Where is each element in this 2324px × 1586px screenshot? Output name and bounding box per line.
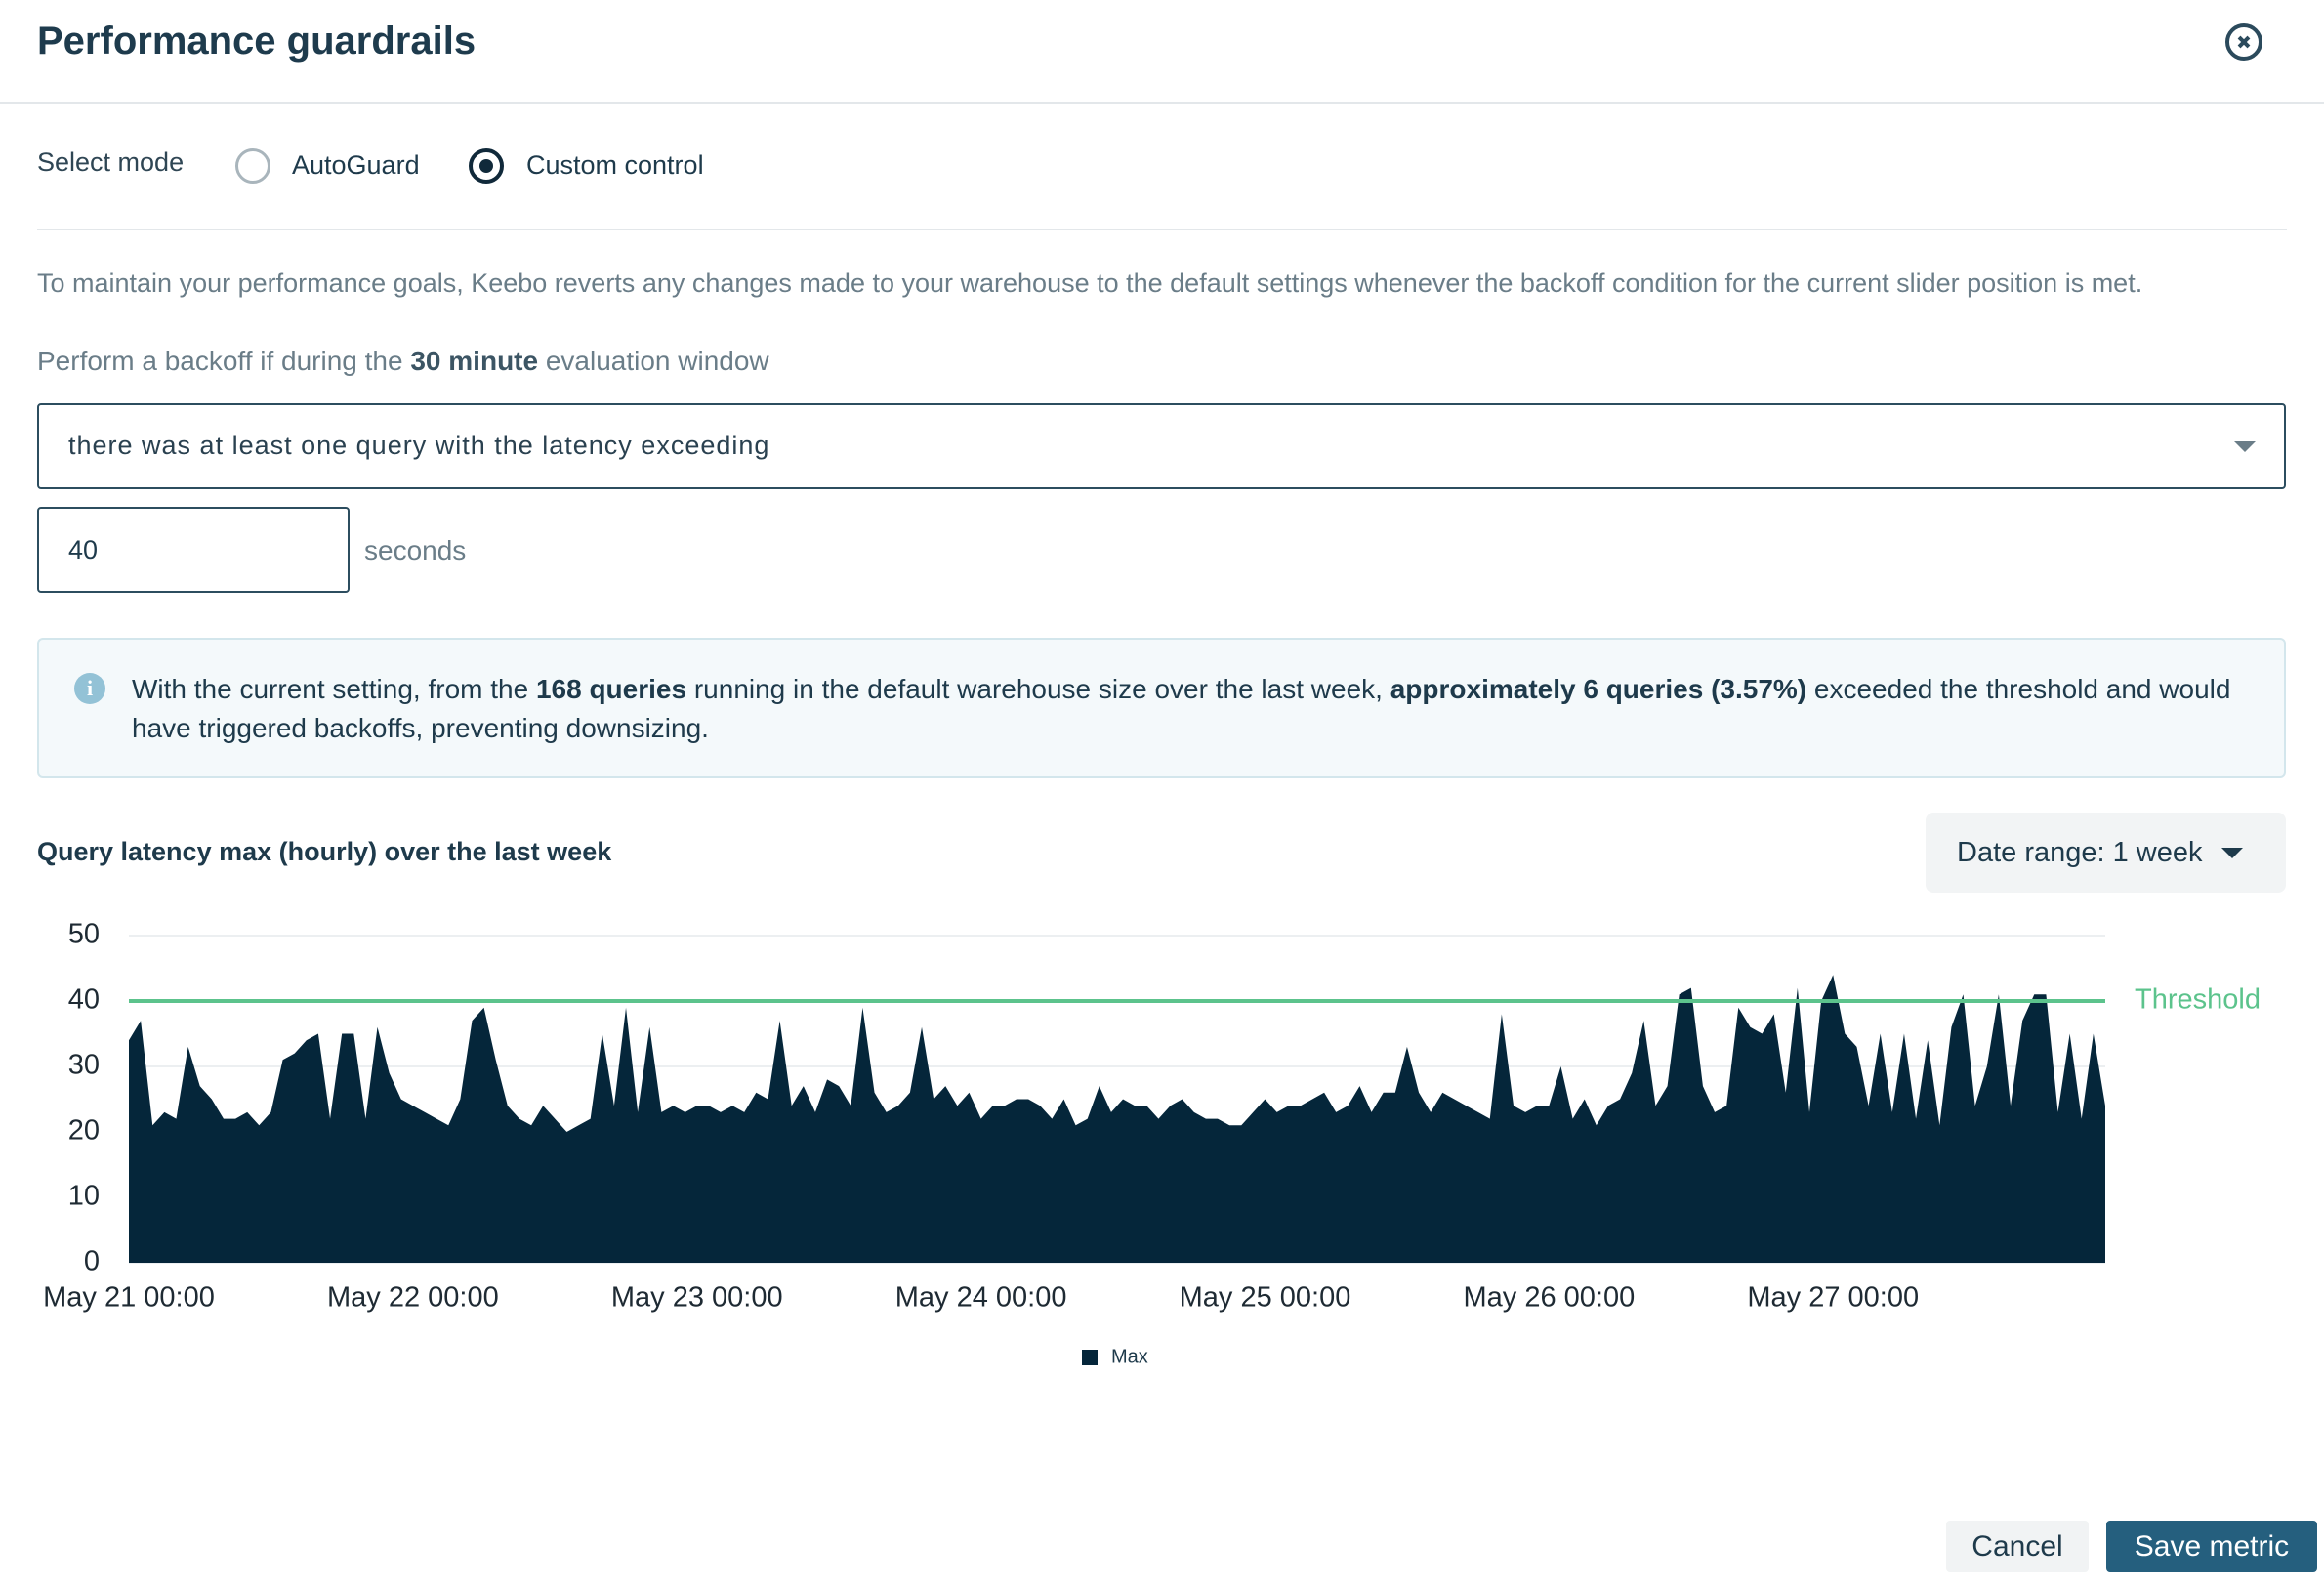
header-divider [0, 102, 2324, 104]
chart-title: Query latency max (hourly) over the last… [37, 837, 612, 866]
radio-custom[interactable] [469, 148, 504, 184]
select-caret [2234, 441, 2256, 452]
radio-autoguard[interactable] [235, 148, 270, 184]
text: With the current setting, from the [132, 674, 529, 704]
condition-select[interactable] [37, 403, 2286, 489]
cancel-button[interactable]: Cancel [1946, 1521, 2089, 1572]
divider [37, 229, 2287, 230]
date-range-label[interactable]: Date range: 1 week [1957, 837, 2203, 868]
x-tick-label: May 23 00:00 [611, 1282, 783, 1314]
area [129, 975, 2105, 1263]
x-tick-label: May 25 00:00 [1180, 1282, 1351, 1314]
radio-label[interactable]: Custom control [526, 150, 704, 180]
legend-swatch [1082, 1350, 1098, 1365]
text-bold: 168 queries [535, 674, 687, 704]
chart: 0 10 20 30 40 50 May 21 00:00 May 22 00:00 May 2… [43, 919, 2261, 1368]
info-text: With the current setting, from the 168 q… [132, 670, 2231, 748]
y-tick-label: 10 [68, 1181, 100, 1212]
text: exceeded the threshold and would have tr… [132, 674, 2231, 743]
close-button[interactable] [2225, 23, 2262, 61]
x-tick-label: May 21 00:00 [43, 1282, 215, 1314]
mode-label: Select mode [37, 147, 185, 177]
y-tick-label: 40 [68, 984, 100, 1016]
threshold-label: Threshold [2135, 984, 2261, 1016]
text-bold: approximately 6 queries (3.57%) [1390, 674, 1807, 704]
select-value[interactable]: there was at least one query with the la… [68, 431, 770, 460]
window-text: Perform a backoff if during the 30 minut… [37, 346, 769, 377]
text: running in the default warehouse size ov… [693, 674, 1383, 704]
latency-input[interactable] [37, 507, 350, 593]
text-bold: 30 minute [410, 346, 539, 376]
legend-label: Max [1111, 1346, 1148, 1367]
y-tick-label: 50 [68, 919, 100, 950]
save-button[interactable]: Save metric [2106, 1521, 2317, 1572]
y-tick-label: 0 [84, 1246, 100, 1277]
x-tick-label: May 24 00:00 [895, 1282, 1067, 1314]
description: To maintain your performance goals, Keeb… [37, 269, 2143, 298]
dialog-title: Performance guardrails [37, 20, 477, 63]
input-value[interactable]: 40 [68, 535, 99, 564]
x-tick-label: May 27 00:00 [1747, 1282, 1919, 1314]
y-tick-label: 20 [68, 1115, 100, 1147]
y-tick-label: 30 [68, 1050, 100, 1081]
info-icon: i [74, 673, 105, 704]
info-box [37, 638, 2286, 778]
input-unit: seconds [364, 535, 467, 565]
text: evaluation window [545, 346, 769, 376]
date-range-caret [2221, 848, 2243, 858]
text: Perform a backoff if during the [37, 346, 403, 376]
x-tick-label: May 22 00:00 [327, 1282, 499, 1314]
radio-label[interactable]: AutoGuard [292, 150, 420, 180]
date-range-button[interactable] [1926, 813, 2286, 893]
x-tick-label: May 26 00:00 [1464, 1282, 1636, 1314]
